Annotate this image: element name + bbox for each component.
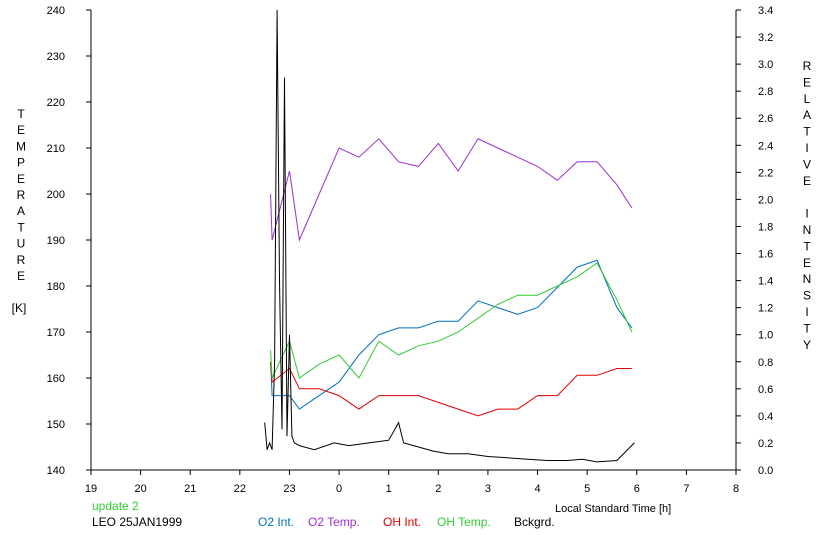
- left-axis-title-letter: U: [17, 237, 26, 251]
- right-axis-title-letter: T: [803, 321, 811, 335]
- right-axis-title-letter: Y: [803, 338, 811, 352]
- x-tick-label: 19: [85, 483, 97, 495]
- right-axis-title-letter: I: [805, 207, 808, 221]
- site-date-annotation: LEO 25JAN1999: [92, 515, 182, 529]
- legend-entry: Bckgrd.: [514, 515, 555, 529]
- x-tick-label: 21: [184, 483, 196, 495]
- left-tick-label: 190: [47, 235, 65, 247]
- left-axis-title-letter: T: [17, 107, 25, 121]
- right-axis-title-letter: E: [803, 256, 811, 270]
- right-axis-title-letter: I: [805, 141, 808, 155]
- right-axis-title-letter: T: [803, 125, 811, 139]
- left-axis-title-letter: M: [16, 139, 26, 153]
- left-tick-label: 170: [47, 327, 65, 339]
- x-tick-label: 0: [336, 483, 342, 495]
- x-tick-label: 4: [534, 483, 540, 495]
- x-axis-label: Local Standard Time [h]: [555, 503, 671, 515]
- right-axis-title-letter: E: [803, 75, 811, 89]
- series-line-oh-temp: [270, 262, 633, 379]
- x-axis-ticks: 19 20 21 22 23 0 1 2 3 4 5 6 7 8: [85, 470, 739, 495]
- right-tick-label: 2.8: [758, 86, 773, 98]
- legend-entry: OH Int.: [383, 515, 421, 529]
- right-axis-title-letter: S: [803, 289, 811, 303]
- right-axis-title-letter: N: [803, 223, 812, 237]
- right-axis-title-letter: R: [803, 59, 812, 73]
- left-axis-unit: [K]: [12, 301, 27, 315]
- left-axis-title-letter: R: [17, 253, 26, 267]
- update-annotation: update 2: [92, 499, 139, 513]
- right-axis-title-letter: A: [803, 108, 811, 122]
- left-axis-ticks: 140 150 160 170 180 190 200 210 220 230 240: [47, 5, 91, 477]
- left-axis-title-letter: E: [17, 172, 25, 186]
- left-tick-label: 140: [47, 465, 65, 477]
- right-axis-ticks: 0.0 0.2 0.4 0.6 0.8 1.0 1.2 1.4 1.6 1.8 2.0 2.2 2.4 2…: [736, 5, 773, 477]
- right-tick-label: 0.8: [758, 357, 773, 369]
- right-tick-label: 3.0: [758, 59, 773, 71]
- x-tick-label: 3: [485, 483, 491, 495]
- right-tick-label: 0.4: [758, 411, 773, 423]
- left-axis-title-letter: E: [17, 123, 25, 137]
- right-tick-label: 2.2: [758, 167, 773, 179]
- right-axis-title-letter: T: [803, 239, 811, 253]
- left-tick-label: 200: [47, 189, 65, 201]
- right-axis-title-letter: E: [803, 174, 811, 188]
- right-tick-label: 0.6: [758, 384, 773, 396]
- right-tick-label: 0.0: [758, 465, 773, 477]
- x-tick-label: 5: [584, 483, 590, 495]
- x-tick-label: 7: [683, 483, 689, 495]
- x-tick-label: 8: [733, 483, 739, 495]
- right-tick-label: 1.0: [758, 330, 773, 342]
- left-axis-title-letter: R: [17, 188, 26, 202]
- right-tick-label: 1.8: [758, 221, 773, 233]
- right-tick-label: 2.0: [758, 194, 773, 206]
- right-axis-title-letter: L: [804, 92, 811, 106]
- legend-entry: OH Temp.: [437, 515, 491, 529]
- series-line-o2-temp: [270, 138, 633, 242]
- left-axis-title-letter: A: [17, 204, 25, 218]
- left-tick-label: 210: [47, 143, 65, 155]
- left-axis-title-letter: T: [17, 220, 25, 234]
- left-axis-title-letter: P: [17, 156, 25, 170]
- legend-entry: O2 Temp.: [308, 515, 360, 529]
- series-line-oh-int: [270, 361, 632, 417]
- left-tick-label: 230: [47, 51, 65, 63]
- series-line-o2-int: [270, 259, 633, 410]
- left-tick-label: 150: [47, 419, 65, 431]
- legend-entry: O2 Int.: [258, 515, 294, 529]
- left-tick-label: 240: [47, 5, 65, 17]
- right-tick-label: 0.2: [758, 438, 773, 450]
- series-layer: [264, 9, 635, 463]
- legend: O2 Int. O2 Temp. OH Int. OH Temp. Bckgrd.: [258, 515, 555, 529]
- left-axis-title-letter: E: [17, 269, 25, 283]
- left-tick-label: 160: [47, 373, 65, 385]
- x-tick-label: 6: [634, 483, 640, 495]
- right-tick-label: 1.6: [758, 249, 773, 261]
- right-tick-label: 1.2: [758, 303, 773, 315]
- right-tick-label: 2.4: [758, 140, 773, 152]
- x-tick-label: 1: [386, 483, 392, 495]
- left-tick-label: 220: [47, 97, 65, 109]
- right-axis-title-letter: N: [803, 272, 812, 286]
- plot-frame: [90, 10, 737, 471]
- right-axis-title-letter: V: [803, 157, 811, 171]
- right-axis-title-letter: I: [805, 305, 808, 319]
- right-tick-label: 3.4: [758, 5, 773, 17]
- right-tick-label: 3.2: [758, 32, 773, 44]
- x-tick-label: 22: [234, 483, 246, 495]
- x-tick-label: 20: [134, 483, 146, 495]
- x-tick-label: 2: [435, 483, 441, 495]
- right-tick-label: 1.4: [758, 276, 773, 288]
- left-tick-label: 180: [47, 281, 65, 293]
- right-tick-label: 2.6: [758, 113, 773, 125]
- series-line-bckgrd: [264, 9, 635, 463]
- x-tick-label: 23: [283, 483, 295, 495]
